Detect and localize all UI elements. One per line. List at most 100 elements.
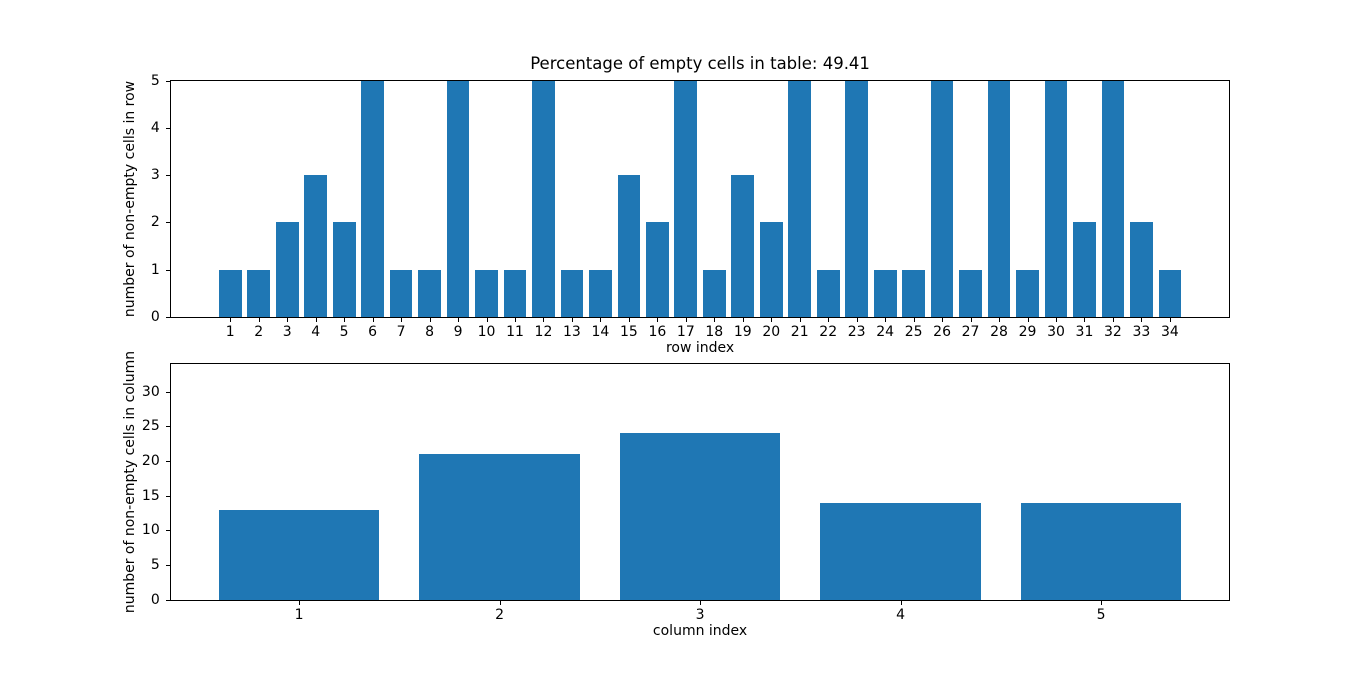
y-tick-label: 15 xyxy=(141,487,160,504)
bar-x20 xyxy=(759,222,783,317)
bar-x14 xyxy=(589,269,612,317)
y-tick-mark xyxy=(165,80,170,82)
x-tick-label: 8 xyxy=(425,323,435,340)
x-tick-label: 2 xyxy=(495,606,505,623)
x-tick-mark xyxy=(372,317,374,322)
bar-x7 xyxy=(389,269,413,317)
y-tick-mark xyxy=(165,128,170,130)
column-chart-ylabel: number of non-empty cells in column xyxy=(121,350,138,614)
bar-x19 xyxy=(731,175,755,317)
x-tick-label: 12 xyxy=(534,323,553,340)
row-chart-ylabel: number of non-empty cells in row xyxy=(121,80,138,317)
y-tick-mark xyxy=(165,565,170,567)
x-tick-label: 19 xyxy=(733,323,752,340)
x-tick-label: 3 xyxy=(282,323,292,340)
x-tick-label: 10 xyxy=(477,323,496,340)
x-tick-mark xyxy=(1101,600,1103,605)
x-tick-mark xyxy=(571,317,573,322)
x-tick-mark xyxy=(1084,317,1086,322)
bar-x1 xyxy=(218,509,380,600)
y-tick-label: 2 xyxy=(150,214,160,231)
x-tick-label: 13 xyxy=(563,323,581,340)
x-tick-label: 3 xyxy=(695,606,705,623)
x-tick-mark xyxy=(999,317,1001,322)
x-tick-mark xyxy=(799,317,801,322)
x-tick-mark xyxy=(685,317,687,322)
y-tick-mark xyxy=(165,426,170,428)
x-tick-label: 14 xyxy=(591,323,610,340)
bar-x17 xyxy=(674,80,698,317)
x-tick-mark xyxy=(1169,317,1171,322)
x-tick-mark xyxy=(315,317,317,322)
x-tick-mark xyxy=(1112,317,1114,322)
x-tick-mark xyxy=(970,317,972,322)
bar-x4 xyxy=(820,502,981,600)
bar-x33 xyxy=(1130,222,1153,317)
x-tick-mark xyxy=(1055,317,1057,322)
y-tick-label: 0 xyxy=(150,308,160,325)
bar-x12 xyxy=(532,80,555,317)
x-tick-mark xyxy=(1027,317,1029,322)
x-tick-mark xyxy=(900,600,902,605)
x-tick-mark xyxy=(913,317,915,322)
x-tick-label: 32 xyxy=(1104,323,1122,340)
bar-x13 xyxy=(560,269,584,317)
x-tick-mark xyxy=(828,317,830,322)
bar-x29 xyxy=(1016,269,1039,317)
bar-x2 xyxy=(419,454,580,600)
x-tick-mark xyxy=(628,317,630,322)
row-chart-plot-area xyxy=(169,79,1231,318)
x-tick-mark xyxy=(700,600,702,605)
bar-x2 xyxy=(247,269,271,317)
bar-x31 xyxy=(1073,222,1096,317)
x-tick-mark xyxy=(230,317,232,322)
bar-x21 xyxy=(788,80,812,317)
row-chart-xlabel: row index xyxy=(665,339,735,356)
x-tick-mark xyxy=(942,317,944,322)
bar-x1 xyxy=(218,269,242,317)
x-tick-mark xyxy=(458,317,460,322)
x-tick-label: 22 xyxy=(819,323,838,340)
x-tick-label: 2 xyxy=(254,323,264,340)
x-tick-label: 18 xyxy=(705,323,724,340)
x-tick-label: 1 xyxy=(294,606,304,623)
x-tick-label: 20 xyxy=(762,323,781,340)
x-tick-mark xyxy=(401,317,403,322)
x-tick-mark xyxy=(299,600,301,605)
bar-x24 xyxy=(873,269,897,317)
x-tick-mark xyxy=(486,317,488,322)
y-tick-label: 20 xyxy=(141,453,160,470)
bar-x6 xyxy=(361,80,384,317)
bar-x23 xyxy=(845,80,869,317)
bar-x16 xyxy=(645,222,669,317)
x-tick-label: 4 xyxy=(311,323,321,340)
y-tick-mark xyxy=(165,530,170,532)
x-tick-label: 6 xyxy=(368,323,378,340)
y-tick-label: 10 xyxy=(141,522,160,539)
x-tick-label: 28 xyxy=(990,323,1008,340)
x-tick-mark xyxy=(429,317,431,322)
x-tick-mark xyxy=(1141,317,1143,322)
bar-x15 xyxy=(617,175,641,317)
x-tick-label: 23 xyxy=(847,323,866,340)
x-tick-mark xyxy=(258,317,260,322)
x-tick-label: 29 xyxy=(1018,323,1037,340)
x-tick-label: 34 xyxy=(1160,323,1179,340)
y-tick-label: 1 xyxy=(150,261,160,278)
x-tick-label: 24 xyxy=(876,323,895,340)
bar-x3 xyxy=(275,222,299,317)
x-tick-label: 16 xyxy=(648,323,667,340)
bar-x30 xyxy=(1044,80,1068,317)
x-tick-label: 17 xyxy=(676,323,695,340)
bar-x26 xyxy=(930,80,954,317)
bar-x5 xyxy=(1020,502,1182,600)
bar-x10 xyxy=(475,269,498,317)
row-chart-title: Percentage of empty cells in table: 49.4… xyxy=(530,53,870,73)
x-tick-mark xyxy=(714,317,716,322)
x-tick-label: 1 xyxy=(225,323,235,340)
bar-x11 xyxy=(503,269,527,317)
y-tick-mark xyxy=(165,175,170,177)
column-chart-xlabel: column index xyxy=(652,622,748,639)
x-tick-label: 30 xyxy=(1047,323,1065,340)
